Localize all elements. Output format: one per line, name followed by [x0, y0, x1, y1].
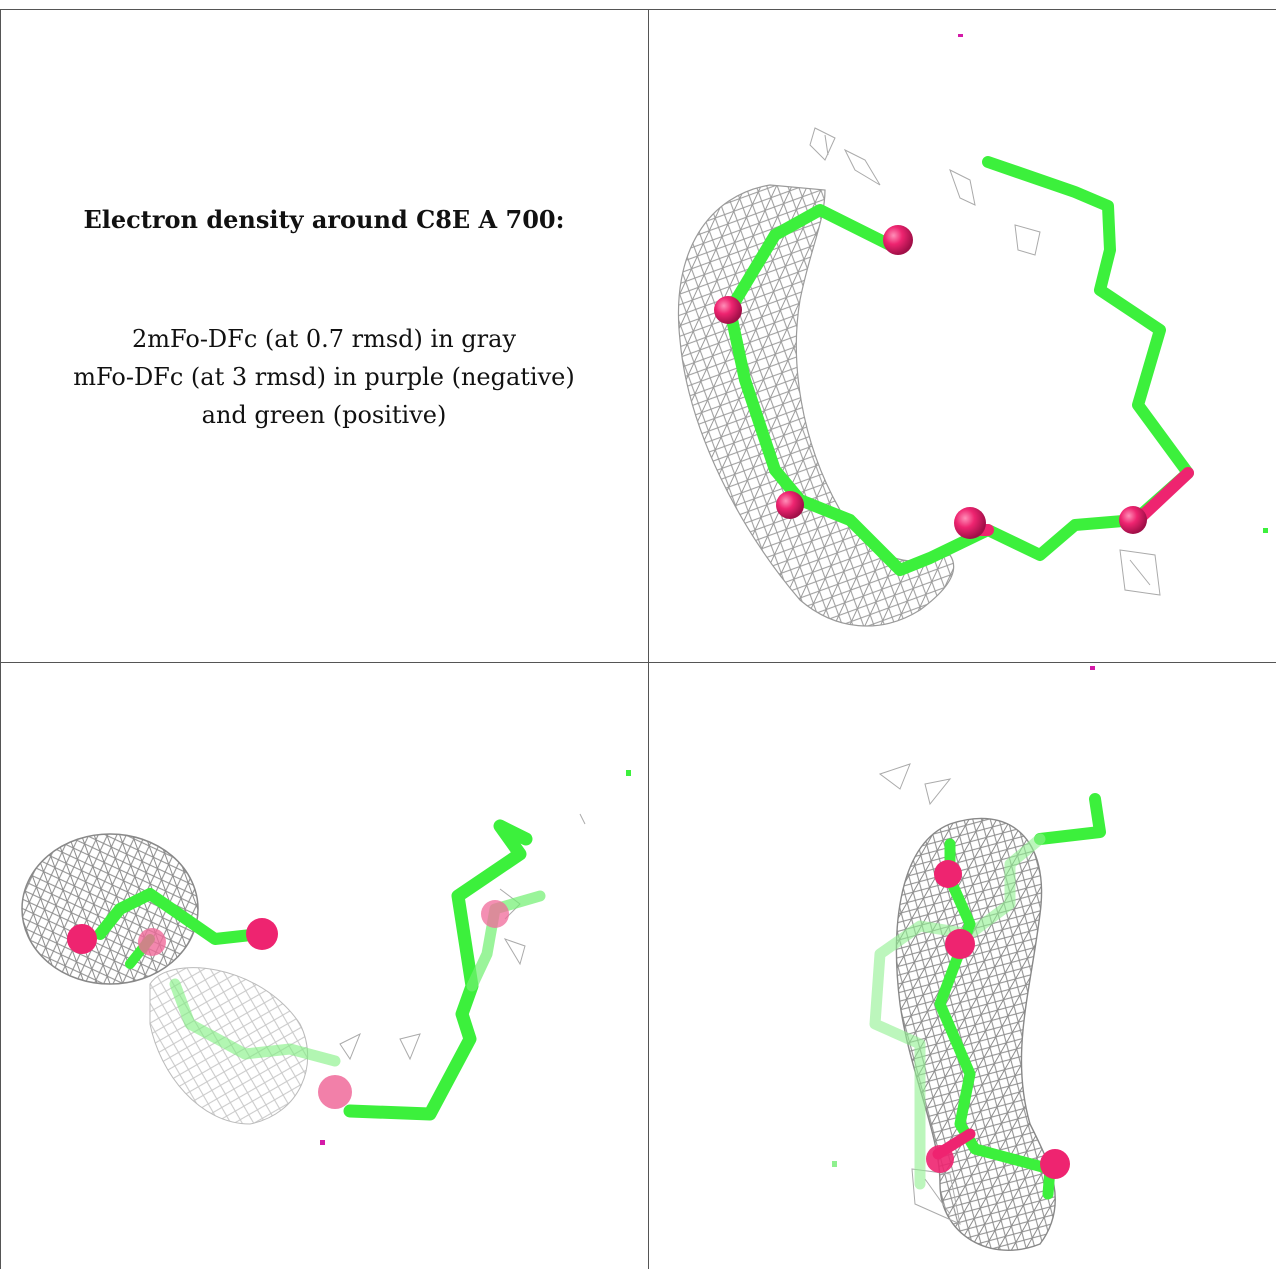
- caption-line-colors: and green (positive): [201, 401, 447, 429]
- negative-density-blob: [320, 1140, 325, 1145]
- ligand-bonds: [94, 819, 546, 1121]
- positive-density-blob: [1263, 528, 1268, 533]
- grid-middle-border: [0, 662, 1276, 663]
- ligand-bonds: [869, 793, 1106, 1200]
- caption-line-2mfo: 2mFo-DFc (at 0.7 rmsd) in gray: [132, 325, 516, 353]
- grid-top-border: [0, 9, 1276, 10]
- positive-density-blob: [832, 1161, 837, 1167]
- density-view-3: [650, 664, 1276, 1269]
- oxygen-atoms: [926, 860, 1070, 1179]
- negative-density-blob: [1090, 666, 1095, 670]
- negative-density-blob: [958, 34, 963, 37]
- caption-panel: Electron density around C8E A 700: 2mFo-…: [0, 10, 648, 662]
- oxygen-atoms: [67, 900, 509, 1109]
- grid-left-border: [0, 9, 1, 1269]
- density-fragments: [339, 813, 586, 1061]
- density-view-1: [650, 10, 1276, 662]
- positive-density-blob: [626, 770, 631, 776]
- density-fragments: [809, 127, 1161, 596]
- caption-legend: 2mFo-DFc (at 0.7 rmsd) in gray mFo-DFc (…: [0, 320, 648, 434]
- density-mesh: [677, 184, 955, 627]
- oxygen-atoms: [714, 225, 1147, 539]
- caption-title: Electron density around C8E A 700:: [83, 205, 565, 234]
- caption-line-mfo: mFo-DFc (at 3 rmsd) in purple (negative): [73, 363, 575, 391]
- density-view-2: [0, 664, 648, 1269]
- grid-center-border: [648, 9, 649, 1269]
